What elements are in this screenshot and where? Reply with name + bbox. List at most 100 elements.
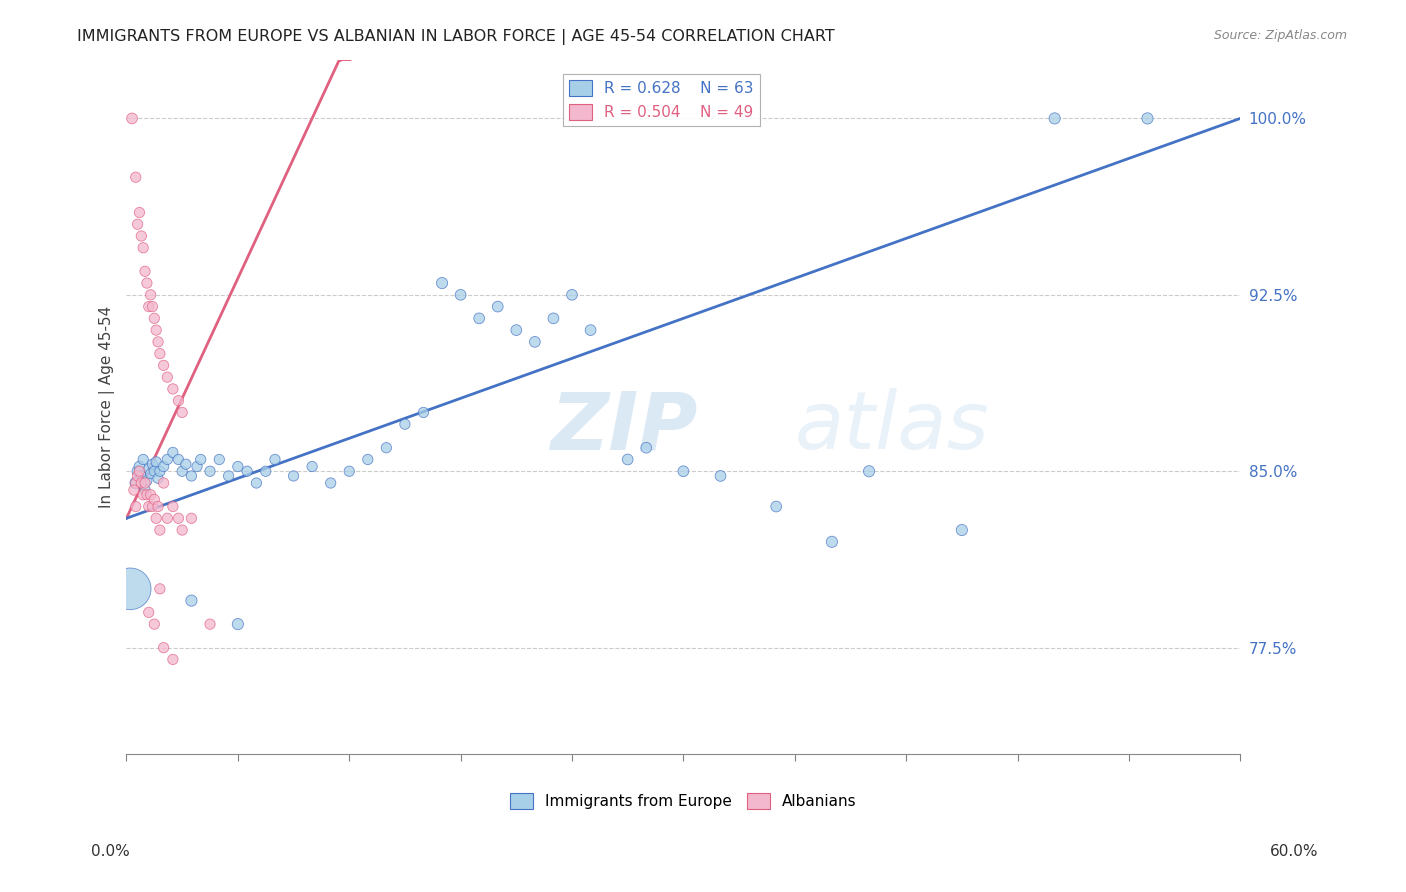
Point xyxy=(141,457,163,471)
Point xyxy=(264,452,287,467)
Point xyxy=(149,346,172,360)
Point xyxy=(561,288,583,302)
Point xyxy=(245,475,267,490)
Point xyxy=(125,475,148,490)
Point xyxy=(450,288,472,302)
Point xyxy=(132,488,155,502)
Point xyxy=(132,241,155,255)
Point xyxy=(357,452,380,467)
Point xyxy=(152,640,174,655)
Text: Source: ZipAtlas.com: Source: ZipAtlas.com xyxy=(1213,29,1347,42)
Point xyxy=(132,452,155,467)
Point xyxy=(156,452,179,467)
Point xyxy=(301,459,323,474)
Point xyxy=(146,500,169,514)
Point xyxy=(143,617,166,632)
Point xyxy=(128,205,150,219)
Point xyxy=(156,511,179,525)
Point xyxy=(523,334,546,349)
Point xyxy=(143,492,166,507)
Point xyxy=(146,471,169,485)
Point xyxy=(149,523,172,537)
Point xyxy=(125,170,148,185)
Point xyxy=(174,457,197,471)
Point xyxy=(138,500,160,514)
Point xyxy=(139,288,162,302)
Point xyxy=(135,276,157,290)
Point xyxy=(162,652,184,666)
Point xyxy=(198,617,221,632)
Point xyxy=(134,483,156,497)
Point xyxy=(765,500,787,514)
Point xyxy=(180,593,202,607)
Point xyxy=(135,474,157,488)
Point xyxy=(141,300,163,314)
Point xyxy=(236,464,259,478)
Point xyxy=(131,469,153,483)
Point xyxy=(145,323,167,337)
Point xyxy=(375,441,398,455)
Point xyxy=(543,311,565,326)
Text: IMMIGRANTS FROM EUROPE VS ALBANIAN IN LABOR FORCE | AGE 45-54 CORRELATION CHART: IMMIGRANTS FROM EUROPE VS ALBANIAN IN LA… xyxy=(77,29,835,45)
Point xyxy=(127,217,149,231)
Point xyxy=(226,617,249,632)
Point xyxy=(167,511,190,525)
Point xyxy=(821,534,844,549)
Point xyxy=(152,459,174,474)
Point xyxy=(167,393,190,408)
Point xyxy=(172,464,194,478)
Point xyxy=(145,511,167,525)
Point xyxy=(146,334,169,349)
Point xyxy=(143,311,166,326)
Point xyxy=(186,459,208,474)
Point xyxy=(505,323,527,337)
Point xyxy=(616,452,638,467)
Point xyxy=(162,500,184,514)
Point xyxy=(858,464,880,478)
Point xyxy=(134,264,156,278)
Point xyxy=(128,459,150,474)
Point xyxy=(135,488,157,502)
Point xyxy=(412,405,434,419)
Point xyxy=(180,511,202,525)
Point xyxy=(149,582,172,596)
Point xyxy=(283,469,305,483)
Point xyxy=(138,300,160,314)
Point xyxy=(672,464,695,478)
Point xyxy=(579,323,602,337)
Text: ZIP: ZIP xyxy=(550,388,697,467)
Point xyxy=(172,405,194,419)
Point xyxy=(131,475,153,490)
Point xyxy=(156,370,179,384)
Point xyxy=(125,500,148,514)
Point xyxy=(143,464,166,478)
Point xyxy=(709,469,731,483)
Point xyxy=(152,475,174,490)
Point xyxy=(198,464,221,478)
Point xyxy=(226,459,249,474)
Point xyxy=(138,606,160,620)
Point xyxy=(430,276,453,290)
Point xyxy=(180,469,202,483)
Point xyxy=(172,523,194,537)
Point xyxy=(138,462,160,476)
Point xyxy=(139,488,162,502)
Point xyxy=(127,464,149,478)
Point xyxy=(125,475,148,490)
Point xyxy=(145,455,167,469)
Point xyxy=(141,500,163,514)
Point xyxy=(468,311,491,326)
Point xyxy=(319,475,342,490)
Point xyxy=(152,359,174,373)
Point xyxy=(162,445,184,459)
Text: 60.0%: 60.0% xyxy=(1271,845,1319,859)
Point xyxy=(128,464,150,478)
Point xyxy=(254,464,277,478)
Point xyxy=(139,467,162,481)
Y-axis label: In Labor Force | Age 45-54: In Labor Force | Age 45-54 xyxy=(100,305,115,508)
Point xyxy=(1043,112,1066,126)
Point xyxy=(950,523,973,537)
Legend: Immigrants from Europe, Albanians: Immigrants from Europe, Albanians xyxy=(503,787,863,815)
Point xyxy=(636,441,658,455)
Point xyxy=(486,300,509,314)
